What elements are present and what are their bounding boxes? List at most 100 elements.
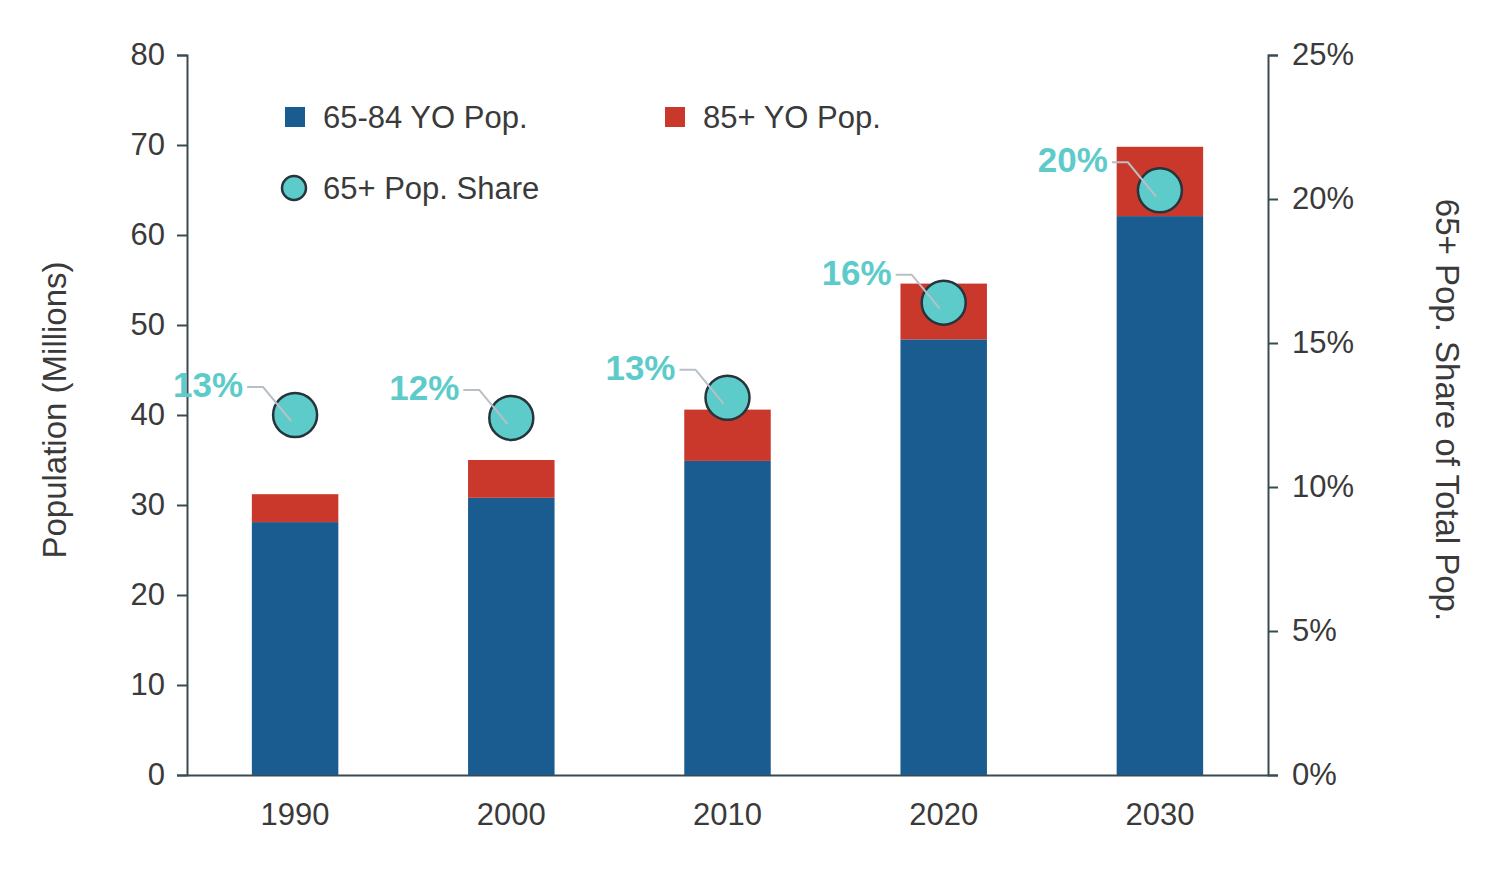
data-labels: 13% 12% 13% 16% 20% [173,140,1156,424]
legend-item: 65+ Pop. Share [282,171,539,206]
y-tick: 70 [131,127,187,162]
tick-mark [177,145,187,147]
bar [252,522,338,775]
x-tick: 2010 [693,797,762,832]
bar [468,460,554,498]
tick-mark [177,685,187,687]
chart: 010203040506070800%5%10%15%20%25%1990200… [0,0,1501,891]
tick-label: 1990 [261,797,330,832]
tick-mark [1268,55,1278,57]
legend-label: 65+ Pop. Share [323,171,539,206]
tick-label: 40 [131,397,165,432]
leader-line [896,275,940,309]
legend-item: 65-84 YO Pop. [285,100,528,135]
plot: 010203040506070800%5%10%15%20%25%1990200… [131,37,1355,832]
point [273,393,317,437]
tick-mark [1268,199,1278,201]
x-axis: 1990 2000 2010 2020 2030 [188,776,1269,833]
tick-label: 2030 [1125,797,1194,832]
tick-label: 2010 [693,797,762,832]
tick-label: 0% [1292,757,1337,792]
tick-label: 10 [131,667,165,702]
tick-label: 30 [131,487,165,522]
point [1138,168,1182,212]
x-tick: 2030 [1125,797,1194,832]
tick-label: 50 [131,307,165,342]
bar [1117,216,1203,775]
bar-series [252,147,1203,522]
x-tick: 2020 [909,797,978,832]
tick-mark [1268,487,1278,489]
data-label: 13% [605,348,675,387]
y2-axis: 0% 5% 10% 15% 20% 25% [1268,37,1354,792]
legend-swatch [665,107,685,127]
point [706,376,750,420]
data-label: 20% [1038,140,1108,179]
tick-label: 10% [1292,469,1354,504]
point-series [273,168,1182,440]
tick-mark [1268,775,1278,777]
tick-mark [177,505,187,507]
tick-label: 2020 [909,797,978,832]
axis-line [1269,56,1279,776]
data-label: 13% [173,365,243,404]
tick-label: 15% [1292,325,1354,360]
leader-line [247,387,291,421]
y-tick: 10 [131,667,187,702]
leader-line [463,390,507,424]
bar [468,498,554,775]
bar [252,494,338,522]
legend-label: 65-84 YO Pop. [323,100,528,135]
tick-mark [1268,343,1278,345]
y2-tick: 0% [1268,757,1337,792]
y2-axis-title: 65+ Pop. Share of Total Pop. [1429,199,1466,621]
legend-swatch [282,176,306,200]
tick-label: 5% [1292,613,1337,648]
tick-mark [177,235,187,237]
y-axis-title: Population (Millions) [36,261,73,558]
y-tick: 20 [131,577,187,612]
tick-label: 20 [131,577,165,612]
y2-tick: 5% [1268,613,1337,648]
tick-label: 70 [131,127,165,162]
bar [684,461,770,775]
y-axis: 0 10 20 30 40 50 60 70 80 [131,37,188,792]
data-label: 16% [822,253,892,292]
tick-label: 25% [1292,37,1354,72]
y-tick: 0 [148,757,187,792]
legend-item: 85+ YO Pop. [665,100,881,135]
bar-series [252,216,1203,775]
tick-label: 20% [1292,181,1354,216]
y-tick: 60 [131,217,187,252]
tick-mark [177,775,187,777]
tick-mark [177,55,187,57]
y-tick: 80 [131,37,187,72]
y2-tick: 15% [1268,325,1354,360]
tick-mark [177,595,187,597]
tick-label: 0 [148,757,165,792]
x-tick: 1990 [261,797,330,832]
y-tick: 50 [131,307,187,342]
y-tick: 30 [131,487,187,522]
legend-swatch [285,107,305,127]
x-tick: 2000 [477,797,546,832]
bar [900,339,986,775]
y2-tick: 25% [1268,37,1354,72]
tick-mark [177,325,187,327]
leader-line [680,370,724,404]
legend: 65-84 YO Pop. 85+ YO Pop. 65+ Pop. Share [282,100,881,206]
y2-tick: 20% [1268,181,1354,216]
tick-mark [177,415,187,417]
leader-line [1112,162,1156,196]
point [489,396,533,440]
tick-label: 80 [131,37,165,72]
tick-mark [1268,631,1278,633]
y2-tick: 10% [1268,469,1354,504]
bar [1117,147,1203,216]
data-label: 12% [389,368,459,407]
tick-label: 2000 [477,797,546,832]
legend-label: 85+ YO Pop. [703,100,881,135]
point [922,281,966,325]
marks [252,147,1203,775]
tick-label: 60 [131,217,165,252]
